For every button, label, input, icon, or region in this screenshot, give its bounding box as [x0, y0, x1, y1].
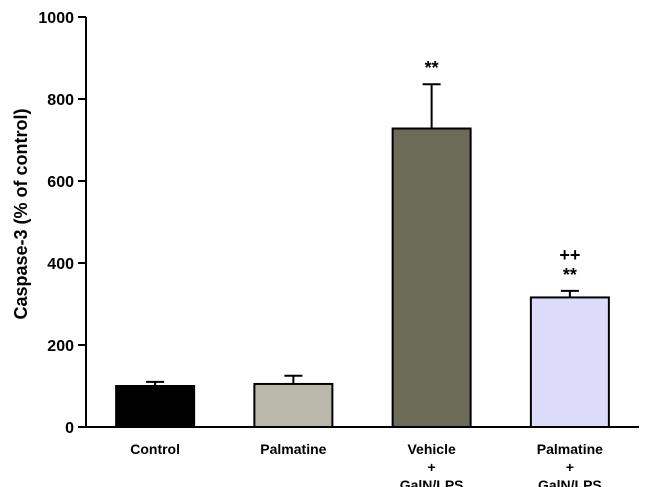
bar — [115, 385, 196, 428]
y-tick-label: 200 — [47, 338, 74, 355]
x-tick-label: Palmatine — [537, 441, 603, 457]
y-tick-label: 800 — [47, 92, 74, 109]
y-tick-label: 1000 — [38, 10, 74, 27]
x-tick-label: GalN/LPS — [400, 477, 464, 487]
bar — [391, 127, 472, 429]
bar — [529, 296, 610, 428]
bar — [253, 382, 334, 429]
y-tick-label: 600 — [47, 174, 74, 191]
x-tick-label: + — [566, 459, 574, 475]
x-tick-label: + — [428, 459, 436, 475]
x-tick-label: Control — [130, 441, 180, 457]
x-tick-label: Vehicle — [407, 441, 455, 457]
x-tick-label: Palmatine — [260, 441, 326, 457]
y-tick-label: 400 — [47, 256, 74, 273]
significance-label: ** — [425, 58, 439, 78]
x-tick-label: GalN/LPS — [538, 477, 602, 487]
significance-label: ** — [563, 265, 577, 285]
y-axis-title: Caspase-3 (% of control) — [11, 108, 31, 319]
significance-label: ++ — [559, 245, 580, 265]
y-tick-label: 0 — [65, 420, 74, 437]
